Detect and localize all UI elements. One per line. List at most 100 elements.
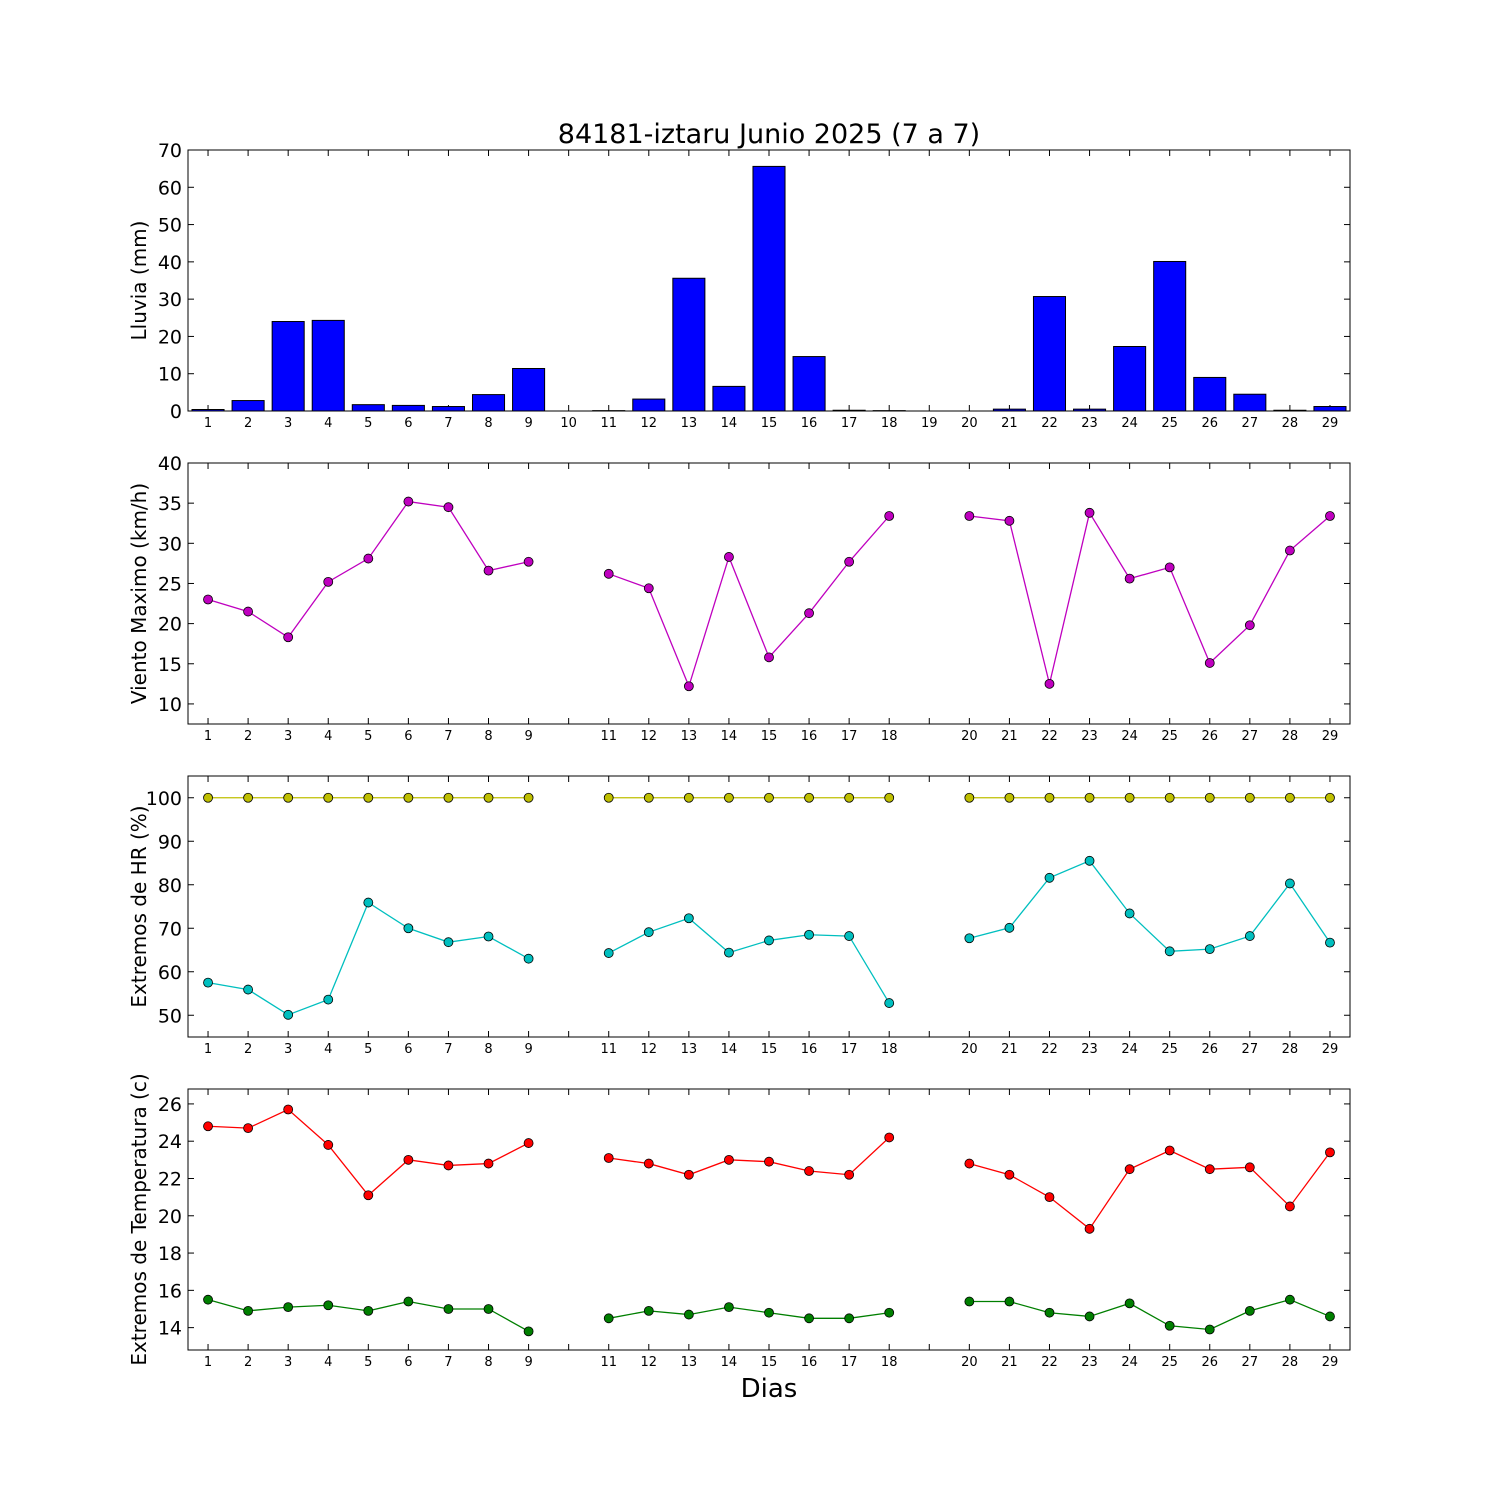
x-tick-label: 7 — [444, 416, 452, 431]
y-tick-label: 100 — [146, 788, 182, 810]
data-point — [603, 948, 614, 958]
x-tick-label: 23 — [1081, 416, 1098, 431]
x-tick-label: 28 — [1282, 416, 1299, 431]
x-tick-label: 5 — [364, 1042, 372, 1057]
data-point — [1284, 1201, 1295, 1212]
data-point — [323, 994, 334, 1005]
x-tick-label: 16 — [801, 1355, 818, 1370]
series-line — [969, 860, 1331, 952]
data-point — [243, 792, 254, 803]
y-tick-label: 30 — [158, 533, 182, 555]
x-tick-label: 17 — [841, 416, 858, 431]
x-tick-label: 4 — [324, 1042, 332, 1057]
data-point — [523, 953, 534, 964]
x-tick-label: 3 — [284, 416, 292, 431]
data-point — [523, 792, 534, 803]
y-tick-label: 20 — [158, 326, 182, 348]
wind-ylabel: Viento Maximo (km/h) — [127, 483, 151, 704]
y-tick-label: 25 — [158, 573, 182, 595]
x-tick-label: 17 — [841, 1042, 858, 1057]
x-tick-label: 13 — [681, 729, 698, 744]
data-point — [1044, 872, 1055, 883]
data-point — [804, 792, 814, 803]
x-tick-label: 21 — [1001, 1042, 1018, 1057]
x-tick-label: 9 — [524, 1042, 532, 1057]
data-point — [1325, 937, 1335, 948]
data-point — [203, 1294, 213, 1305]
x-tick-label: 26 — [1201, 1355, 1218, 1370]
x-tick-label: 16 — [801, 1042, 818, 1057]
data-point — [764, 935, 774, 946]
rain-bar — [992, 408, 1026, 412]
x-tick-label: 24 — [1121, 416, 1138, 431]
x-tick-label: 16 — [801, 416, 818, 431]
data-point — [243, 1305, 254, 1316]
data-point — [323, 792, 334, 803]
data-point — [403, 496, 414, 507]
y-tick-label: 18 — [158, 1243, 182, 1265]
data-point — [1124, 573, 1135, 584]
y-tick-label: 10 — [158, 694, 182, 716]
data-point — [1325, 1311, 1335, 1322]
data-point — [1044, 1192, 1055, 1203]
data-point — [643, 1305, 654, 1316]
y-tick-label: 70 — [158, 918, 182, 940]
data-point — [884, 998, 895, 1008]
data-point — [1244, 1162, 1255, 1173]
series-line — [207, 500, 529, 639]
y-tick-label: 10 — [158, 364, 182, 386]
data-point — [1164, 1320, 1175, 1331]
data-point — [683, 1309, 694, 1320]
y-tick-label: 16 — [158, 1280, 182, 1302]
temperature-panel: Extremos de Temperatura (c) 141618202224… — [127, 1073, 1351, 1370]
x-tick-label: 24 — [1121, 729, 1138, 744]
data-point — [764, 1307, 774, 1318]
x-tick-label: 19 — [921, 416, 938, 431]
data-point — [764, 652, 774, 663]
x-tick-label: 24 — [1121, 1042, 1138, 1057]
y-tick-label: 30 — [158, 289, 182, 311]
y-tick-label: 15 — [158, 654, 182, 676]
data-point — [1164, 946, 1175, 957]
data-point — [844, 1313, 855, 1324]
data-point — [724, 792, 734, 803]
x-tick-label: 23 — [1081, 1042, 1098, 1057]
x-tick-label: 28 — [1282, 1355, 1299, 1370]
x-tick-label: 21 — [1001, 729, 1018, 744]
x-tick-label: 9 — [524, 416, 532, 431]
rain-bar — [1073, 408, 1107, 412]
rain-bar — [1313, 406, 1347, 412]
rain-bar — [712, 385, 746, 412]
x-tick-label: 7 — [444, 1355, 452, 1370]
data-point — [1204, 944, 1215, 955]
wind-axes-frame — [187, 462, 1351, 725]
data-point — [1244, 620, 1255, 631]
data-point — [1004, 1296, 1015, 1307]
data-point — [1004, 1169, 1015, 1180]
x-tick-label: 20 — [961, 729, 978, 744]
data-point — [964, 792, 975, 803]
data-point — [1244, 792, 1255, 803]
x-tick-label: 22 — [1041, 416, 1058, 431]
x-tick-label: 29 — [1322, 729, 1339, 744]
data-point — [283, 1302, 294, 1313]
data-point — [1084, 507, 1095, 518]
x-tick-label: 22 — [1041, 729, 1058, 744]
series-line — [208, 1108, 529, 1197]
data-point — [323, 576, 334, 587]
x-tick-label: 17 — [841, 1355, 858, 1370]
x-tick-label: 12 — [641, 416, 658, 431]
x-tick-label: 1 — [204, 416, 212, 431]
data-point — [964, 1158, 975, 1169]
data-point — [1084, 855, 1095, 866]
data-point — [1325, 792, 1335, 803]
x-tick-label: 26 — [1201, 416, 1218, 431]
data-point — [884, 1132, 895, 1143]
y-tick-label: 70 — [158, 140, 182, 162]
data-point — [1204, 658, 1215, 668]
data-point — [643, 1158, 654, 1169]
y-tick-label: 35 — [158, 493, 182, 515]
y-tick-label: 50 — [158, 1005, 182, 1027]
x-tick-label: 2 — [244, 1355, 252, 1370]
